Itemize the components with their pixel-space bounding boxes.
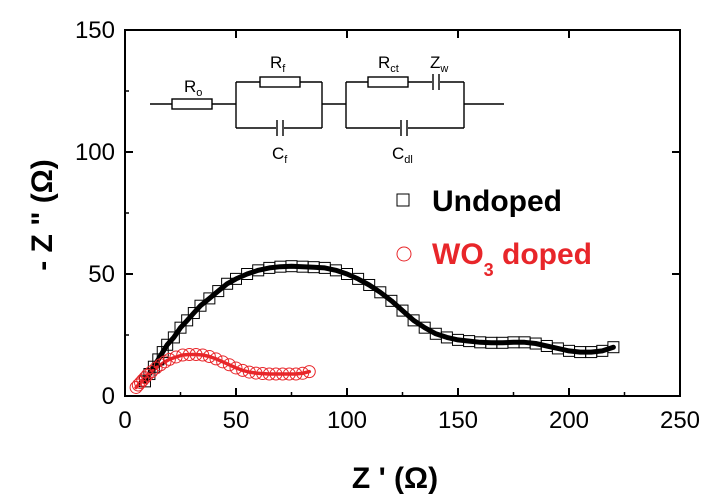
data-point-undoped	[418, 321, 431, 334]
data-point-wo3-doped	[162, 352, 176, 366]
tick-labels: 0 50 100 150 200 250 0 50 100 150	[75, 17, 700, 434]
legend-label-undoped: Undoped	[432, 185, 562, 218]
y-axis-title: - Z " (Ω)	[26, 159, 59, 271]
data-point-wo3-doped	[140, 368, 154, 382]
data-point-undoped	[187, 307, 200, 320]
resistor-rf	[259, 76, 301, 88]
data-point-wo3-doped	[182, 348, 196, 362]
data-point-undoped	[385, 294, 398, 307]
y-tick-label: 50	[88, 261, 115, 288]
fit-line-undoped	[142, 263, 616, 384]
legend-marker-undoped	[396, 193, 410, 207]
data-point-wo3-doped	[296, 366, 310, 380]
data-point-undoped	[607, 341, 620, 354]
x-tick-label: 50	[223, 407, 250, 434]
data-point-undoped	[407, 314, 420, 327]
data-point-undoped	[194, 299, 207, 312]
resistor-rct	[367, 76, 409, 88]
equivalent-circuit-inset	[150, 74, 504, 136]
y-tick-label: 0	[102, 383, 115, 410]
data-point-wo3-doped	[149, 361, 163, 375]
x-axis-title: Z ' (Ω)	[352, 462, 438, 495]
resistor-ro	[171, 98, 213, 110]
data-point-undoped	[363, 278, 376, 291]
data-point-undoped	[212, 285, 225, 298]
legend-label-wo3: WO3 doped	[432, 238, 592, 280]
data-point-wo3-doped	[269, 367, 283, 381]
data-point-wo3-doped	[169, 350, 183, 364]
data-point-wo3-doped	[249, 366, 263, 380]
data-point-undoped	[181, 314, 194, 327]
data-point-undoped	[156, 346, 169, 359]
label-zw: Zw	[430, 53, 448, 75]
label-rf: Rf	[270, 53, 286, 75]
data-point-wo3-doped	[189, 348, 203, 362]
data-point-undoped	[374, 286, 387, 299]
data-point-undoped	[167, 331, 180, 344]
data-point-undoped	[174, 321, 187, 334]
label-rct: Rct	[378, 53, 399, 75]
data-point-wo3-doped	[262, 367, 276, 381]
data-point-wo3-doped	[229, 361, 243, 375]
y-tick-label: 100	[75, 139, 115, 166]
data-point-wo3-doped	[209, 352, 223, 366]
data-point-wo3-doped	[216, 355, 230, 369]
label-ro: Ro	[184, 77, 202, 99]
data-point-wo3-doped	[129, 380, 143, 394]
data-point-wo3-doped	[145, 365, 159, 379]
label-cf: Cf	[272, 144, 288, 166]
data-point-wo3-doped	[176, 348, 190, 362]
plot-area-frame	[124, 29, 681, 397]
legend-marker-wo3	[396, 246, 412, 262]
x-tick-label: 200	[549, 407, 589, 434]
data-point-undoped	[396, 304, 409, 317]
data-point-undoped	[352, 272, 365, 285]
data-point-undoped	[203, 292, 216, 305]
data-point-wo3-doped	[276, 367, 290, 381]
data-point-wo3-doped	[236, 363, 250, 377]
data-point-wo3-doped	[256, 367, 270, 381]
data-point-undoped	[221, 277, 234, 290]
data-point-wo3-doped	[222, 358, 236, 372]
legend: Undoped WO3 doped	[396, 185, 592, 280]
x-tick-label: 100	[327, 407, 367, 434]
data-point-wo3-doped	[134, 376, 148, 390]
y-tick-label: 150	[75, 17, 115, 44]
data-point-wo3-doped	[131, 378, 145, 392]
label-cdl: Cdl	[392, 144, 413, 166]
axis-ticks	[124, 29, 681, 397]
data-point-wo3-doped	[136, 373, 150, 387]
x-tick-label: 250	[660, 407, 700, 434]
data-point-undoped	[161, 338, 174, 351]
data-point-wo3-doped	[289, 367, 303, 381]
x-tick-label: 150	[438, 407, 478, 434]
data-point-wo3-doped	[202, 349, 216, 363]
data-points	[129, 260, 620, 394]
x-tick-label: 0	[118, 407, 131, 434]
data-point-wo3-doped	[196, 348, 210, 362]
data-point-wo3-doped	[302, 365, 316, 379]
data-point-wo3-doped	[282, 367, 296, 381]
data-point-wo3-doped	[242, 365, 256, 379]
